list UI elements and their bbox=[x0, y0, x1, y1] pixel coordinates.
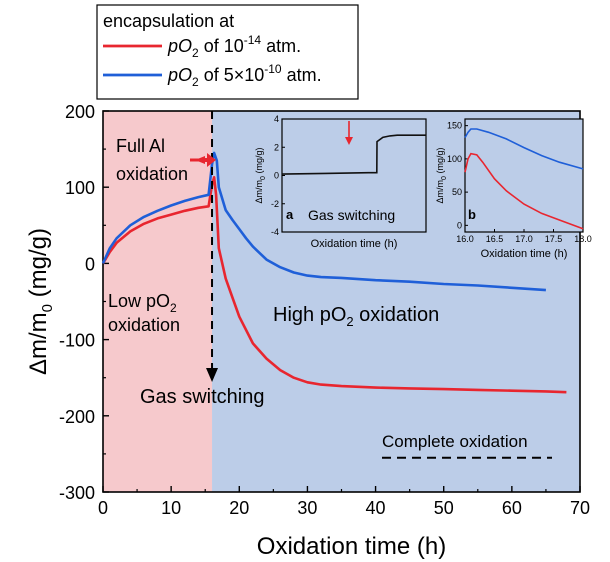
legend-entry-0: pO2 of 10-14 atm. bbox=[167, 33, 301, 60]
y-tick-label: -100 bbox=[59, 331, 95, 351]
annotation-low-po2-line2: oxidation bbox=[108, 315, 180, 335]
annotation-full-al: Full Al bbox=[116, 136, 165, 156]
annotation-gas-switching: Gas switching bbox=[140, 386, 265, 408]
inset-a-arrow-head bbox=[345, 137, 353, 145]
inset-a-y-tick-label: 0 bbox=[274, 171, 279, 181]
high-po2-subscript: 2 bbox=[346, 314, 353, 329]
inset-a-xlabel: Oxidation time (h) bbox=[311, 238, 398, 250]
annotation-high-po2: High pO2 oxidation bbox=[273, 304, 439, 329]
legend-entry-prefix: pO bbox=[167, 36, 192, 56]
inset-b-x-tick-label: 16.5 bbox=[486, 234, 504, 244]
inset-b-ylabel-subscript: 0 bbox=[441, 176, 448, 180]
x-tick-label: 70 bbox=[570, 498, 590, 518]
annotation-low-po2: Low pO2 bbox=[108, 291, 177, 315]
inset-b-panel-label: b bbox=[468, 207, 476, 222]
high-po2-text: High pO bbox=[273, 304, 346, 326]
x-tick-label: 50 bbox=[434, 498, 454, 518]
inset-b-y-tick-label: 100 bbox=[447, 154, 462, 164]
y-axis-label-subscript: 0 bbox=[39, 304, 56, 312]
y-axis-label: Δm/m0 (mg/g) bbox=[25, 228, 56, 375]
x-tick-label: 40 bbox=[366, 498, 386, 518]
high-po2-text-end: oxidation bbox=[354, 304, 440, 326]
inset-b-xlabel: Oxidation time (h) bbox=[481, 248, 568, 260]
inset-b-x-tick-label: 17.0 bbox=[515, 234, 533, 244]
switch-arrow-head bbox=[206, 368, 219, 382]
inset-a-y-tick-label: 2 bbox=[274, 142, 279, 152]
inset-a-y-tick-label: -2 bbox=[271, 199, 279, 209]
legend-entry-suffix: atm. bbox=[261, 36, 301, 56]
x-axis-label: Oxidation time (h) bbox=[257, 533, 446, 560]
inset-a-frame bbox=[281, 118, 427, 233]
legend-box bbox=[96, 4, 359, 100]
inset-a-y-tick-label: -4 bbox=[271, 227, 279, 237]
inset-b-ylabel: Δm/m0 (mg/g) bbox=[435, 148, 448, 204]
y-tick-label: 200 bbox=[65, 102, 95, 122]
inset-a-annotation: Gas switching bbox=[308, 207, 395, 223]
inset-b-x-tick-label: 18.0 bbox=[574, 234, 592, 244]
annotation-complete-oxidation: Complete oxidation bbox=[382, 432, 528, 451]
legend-entry-suffix: atm. bbox=[282, 65, 322, 85]
x-tick-label: 10 bbox=[161, 498, 181, 518]
annotation-full-al-line2: oxidation bbox=[116, 164, 188, 184]
legend-title: encapsulation at bbox=[103, 11, 234, 31]
legend-entry-mid: of 10 bbox=[199, 36, 244, 56]
x-tick-label: 20 bbox=[229, 498, 249, 518]
inset-a-series-0 bbox=[281, 134, 426, 175]
inset-b-x-tick-label: 16.0 bbox=[456, 234, 474, 244]
inset-a-ylabel: Δm/m0 (mg/g) bbox=[254, 148, 267, 204]
x-tick-label: 0 bbox=[98, 498, 108, 518]
inset-b-x-tick-label: 17.5 bbox=[545, 234, 563, 244]
x-tick-label: 30 bbox=[297, 498, 317, 518]
low-po2-text: Low pO bbox=[108, 291, 170, 311]
full-al-arrow-head bbox=[207, 153, 216, 167]
inset-b-frame bbox=[464, 118, 584, 233]
inset-b-y-tick-label: 0 bbox=[457, 220, 462, 230]
inset-a-ylabel-subscript: 0 bbox=[260, 176, 267, 180]
legend-entry-superscript: -10 bbox=[264, 62, 282, 76]
insets: -4 -2 0 2 4 a Gas switching Oxidation time (h) Δ… bbox=[254, 114, 592, 260]
series-lines bbox=[101, 151, 567, 394]
inset-a-panel-label: a bbox=[286, 207, 294, 222]
legend-entry-mid: of 5×10 bbox=[199, 65, 265, 85]
y-tick-label: -200 bbox=[59, 407, 95, 427]
region-low-po2 bbox=[103, 111, 213, 492]
y-axis-label-main: Δm/m bbox=[25, 312, 52, 375]
inset-b-y-tick-label: 150 bbox=[447, 121, 462, 131]
low-po2-subscript: 2 bbox=[170, 301, 177, 315]
y-axis-label-unit: (mg/g) bbox=[25, 228, 52, 304]
inset-b-series-1 bbox=[464, 128, 584, 170]
inset-a-ylabel-main: Δm/m bbox=[254, 180, 264, 204]
series-line-1 bbox=[101, 151, 546, 292]
inset-b-ylabel-unit: (mg/g) bbox=[435, 148, 445, 177]
axes-frame: 0 10 20 30 40 50 60 70-300-200-1000100200Oxidat… bbox=[25, 102, 590, 560]
legend-entry-subscript: 2 bbox=[192, 75, 199, 89]
inset-b-ylabel-main: Δm/m bbox=[435, 180, 445, 204]
y-tick-label: 100 bbox=[65, 178, 95, 198]
y-tick-label: -300 bbox=[59, 483, 95, 503]
inset-a-y-tick-label: 4 bbox=[274, 114, 279, 124]
legend-entry-1: pO2 of 5×10-10 atm. bbox=[167, 62, 322, 89]
inset-a-ylabel-unit: (mg/g) bbox=[254, 148, 264, 177]
legend-entry-subscript: 2 bbox=[192, 46, 199, 60]
y-tick-label: 0 bbox=[85, 254, 95, 274]
inset-b-series-0 bbox=[464, 152, 584, 230]
x-tick-label: 60 bbox=[502, 498, 522, 518]
series-line-0 bbox=[101, 176, 567, 394]
inset-b-y-tick-label: 50 bbox=[452, 187, 462, 197]
legend-entry-prefix: pO bbox=[167, 65, 192, 85]
legend-entry-superscript: -14 bbox=[244, 33, 262, 47]
